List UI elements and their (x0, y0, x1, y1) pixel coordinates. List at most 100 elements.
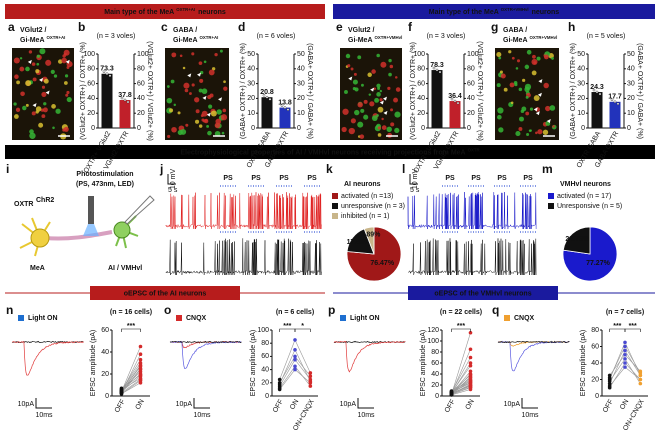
arrowhead (218, 97, 223, 102)
cell-link (279, 349, 296, 385)
scale-bar (167, 174, 176, 185)
scale-label: 10 mV (412, 169, 419, 190)
y2-tick-label: 20 (627, 95, 635, 102)
legend-swatch (548, 203, 554, 209)
cell-dot (638, 371, 643, 375)
cell (198, 61, 203, 66)
y-tick-label: 40 (431, 371, 439, 378)
cell-dot (138, 367, 143, 372)
scale-bar (35, 398, 52, 409)
stim-label: CNQX (514, 315, 535, 322)
scale-label: 10 mV (170, 169, 177, 190)
cell (20, 91, 25, 97)
arrowhead (202, 95, 207, 100)
cell (25, 80, 32, 87)
y-tick-label: 50 (247, 51, 255, 58)
stim-label: CNQX (186, 315, 207, 322)
y-tick-label: 80 (591, 327, 599, 334)
y2-tick-label: 80 (467, 66, 475, 73)
cell (503, 87, 508, 92)
cell (28, 50, 33, 54)
cell-dot (277, 382, 282, 386)
scale-label: 10pA (504, 401, 521, 408)
cell (63, 81, 68, 85)
y2-tick-label: 40 (297, 66, 305, 73)
y-tick-label: 40 (101, 349, 109, 356)
cell (357, 121, 364, 128)
banner-bg (90, 286, 240, 300)
n-note: (n = 16 cells) (110, 309, 152, 316)
y2-tick-label: 10 (627, 110, 635, 117)
cell-dot (623, 340, 627, 345)
y-tick-label: 100 (83, 51, 95, 58)
cell-dot (638, 373, 643, 378)
x-tick-label: ON (289, 398, 300, 411)
significance: *** (283, 323, 291, 330)
stim-icon (176, 315, 182, 321)
sig-bracket (121, 328, 141, 332)
cell (354, 87, 359, 92)
cell-link (624, 366, 641, 380)
cell-link (121, 380, 141, 395)
slice-label: 22.73% (565, 236, 590, 243)
cell (43, 78, 49, 84)
bar (119, 100, 131, 128)
banner-middle-bg (5, 145, 655, 159)
cell (31, 111, 36, 116)
cell (549, 105, 556, 111)
y-tick-label: 0 (581, 125, 585, 132)
cell (170, 79, 175, 84)
x-tick-label: OFF (114, 398, 127, 414)
cell (368, 93, 372, 96)
cell-link (609, 358, 626, 382)
y-tick-label: 60 (591, 343, 599, 350)
arrowhead (39, 77, 44, 82)
y-tick-label: 100 (257, 327, 269, 334)
y-tick-label: 40 (577, 66, 585, 73)
y-tick-label: 60 (261, 353, 269, 360)
cell (223, 86, 228, 91)
cell (204, 119, 209, 124)
banner-ai-bottom: oEPSC of the AI neurons (124, 290, 207, 297)
cell-dot (468, 379, 473, 383)
cell (35, 69, 40, 74)
sig-bracket (451, 328, 471, 332)
legend-swatch (332, 213, 338, 219)
arrowhead (383, 110, 388, 115)
cell (177, 111, 181, 115)
y2-tick-label: 50 (627, 51, 635, 58)
cell (543, 54, 549, 60)
cell (14, 114, 19, 119)
stim-label: PS (279, 175, 289, 182)
cell (525, 111, 530, 116)
pie-title: AI neurons (344, 181, 381, 188)
soma (30, 228, 50, 248)
cell (542, 129, 549, 135)
cell-dot (623, 365, 627, 369)
cell (376, 83, 381, 88)
y-tick-label: 80 (417, 66, 425, 73)
cell (350, 67, 354, 71)
y-tick-label: 0 (265, 393, 269, 400)
cell (498, 127, 504, 133)
cell (524, 64, 530, 70)
cell (198, 88, 203, 93)
arrowhead (196, 72, 201, 77)
cell (536, 56, 541, 61)
stim-label: Light ON (350, 315, 380, 322)
cell (66, 97, 72, 103)
current-trace (11, 341, 84, 376)
y-tick-label: 20 (261, 380, 269, 387)
x-tick-label: OFF (602, 398, 615, 414)
bar (279, 107, 291, 128)
arrowhead (206, 112, 211, 117)
stim-label: PS (523, 175, 533, 182)
cell (380, 61, 387, 68)
cell (388, 72, 392, 77)
cell (214, 52, 218, 57)
stain-label-part: Gi-MeA (173, 37, 198, 44)
cell (206, 125, 210, 128)
cell (200, 114, 204, 118)
cell (208, 69, 215, 76)
y2-tick-label: 60 (467, 80, 475, 87)
